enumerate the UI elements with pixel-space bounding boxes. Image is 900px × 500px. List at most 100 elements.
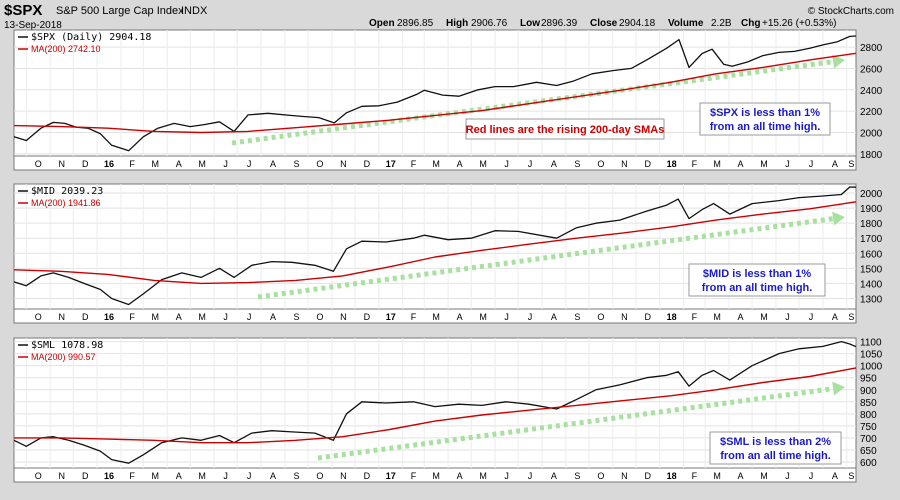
x-tick-label: N	[58, 159, 65, 169]
symbol-name: S&P 500 Large Cap Index	[56, 5, 184, 17]
x-tick-label: D	[364, 312, 371, 322]
x-tick-label: 18	[667, 471, 677, 481]
y-tick-label: 2000	[860, 189, 883, 200]
x-tick-label: A	[457, 159, 463, 169]
y-tick-label: 650	[860, 446, 877, 457]
x-tick-label: F	[411, 312, 417, 322]
y-tick-label: 1050	[860, 350, 883, 361]
x-tick-label: J	[223, 159, 228, 169]
y-tick-label: 2600	[860, 64, 883, 75]
x-tick-label: D	[364, 159, 371, 169]
x-tick-label: S	[293, 471, 299, 481]
x-tick-label: M	[198, 312, 206, 322]
annotation-text-line2: from an all time high.	[702, 282, 813, 294]
x-tick-label: M	[151, 159, 159, 169]
x-tick-label: O	[35, 159, 42, 169]
x-tick-label: D	[364, 471, 371, 481]
x-tick-label: J	[528, 159, 533, 169]
open-label: Open	[369, 18, 395, 29]
x-tick-label: D	[645, 159, 652, 169]
x-tick-label: A	[270, 471, 276, 481]
y-tick-label: 950	[860, 374, 877, 385]
x-tick-label: F	[411, 471, 417, 481]
y-tick-label: 900	[860, 386, 877, 397]
x-tick-label: A	[832, 471, 838, 481]
x-tick-label: J	[809, 159, 814, 169]
annotation-text: $SML is less than 2%	[720, 436, 831, 448]
y-tick-label: 1400	[860, 279, 883, 290]
x-tick-label: J	[528, 471, 533, 481]
trend-arrow-line	[231, 58, 836, 146]
x-tick-label: J	[247, 159, 252, 169]
legend-ma-label: MA(200) 1941.86	[31, 198, 101, 208]
x-tick-label: N	[340, 312, 347, 322]
x-tick-label: A	[738, 159, 744, 169]
x-tick-label: F	[692, 159, 698, 169]
x-tick-label: N	[340, 471, 347, 481]
x-tick-label: N	[58, 312, 65, 322]
annotation-box	[699, 102, 831, 136]
x-tick-label: A	[176, 159, 182, 169]
symbol-exchange: INDX	[181, 5, 208, 17]
x-tick-label: O	[316, 312, 323, 322]
x-tick-label: D	[645, 312, 652, 322]
x-tick-label: M	[432, 312, 440, 322]
x-tick-label: 16	[104, 312, 114, 322]
y-tick-label: 1900	[860, 204, 883, 215]
y-tick-label: 2200	[860, 107, 883, 118]
x-tick-label: D	[82, 312, 89, 322]
x-tick-label: N	[621, 312, 628, 322]
chart-date: 13-Sep-2018	[4, 20, 62, 31]
x-tick-label: J	[247, 312, 252, 322]
x-tick-label: 17	[386, 471, 396, 481]
x-tick-label: J	[223, 471, 228, 481]
x-tick-label: 16	[104, 471, 114, 481]
x-tick-label: J	[504, 312, 509, 322]
x-tick-label: F	[692, 471, 698, 481]
x-tick-label: D	[82, 471, 89, 481]
high-label: High	[446, 18, 468, 29]
x-tick-label: F	[692, 312, 698, 322]
x-tick-label: O	[35, 312, 42, 322]
x-tick-label: A	[270, 159, 276, 169]
x-tick-label: 17	[386, 159, 396, 169]
x-tick-label: M	[151, 312, 159, 322]
x-tick-label: A	[176, 471, 182, 481]
y-tick-label: 800	[860, 410, 877, 421]
chg-value: +15.26 (+0.53%)	[762, 18, 837, 29]
x-axis-band	[13, 155, 857, 171]
x-tick-label: J	[809, 471, 814, 481]
x-tick-label: N	[58, 471, 65, 481]
x-tick-label: J	[504, 471, 509, 481]
x-tick-label: A	[738, 471, 744, 481]
x-tick-label: A	[176, 312, 182, 322]
ma200-line	[13, 52, 857, 134]
x-tick-label: J	[785, 312, 790, 322]
y-tick-label: 1700	[860, 234, 883, 245]
x-tick-label: S	[574, 312, 580, 322]
x-tick-label: J	[223, 312, 228, 322]
open-value: 2896.85	[397, 18, 434, 29]
x-tick-label: A	[270, 312, 276, 322]
volume-label: Volume	[668, 18, 704, 29]
x-tick-label: M	[713, 159, 721, 169]
x-tick-label: S	[848, 159, 854, 169]
trend-arrow-head	[832, 381, 845, 396]
x-tick-label: N	[340, 159, 347, 169]
y-tick-label: 700	[860, 434, 877, 445]
x-tick-label: J	[528, 312, 533, 322]
close-label: Close	[590, 18, 618, 29]
y-tick-label: 600	[860, 458, 877, 469]
legend-price-label: $SPX (Daily) 2904.18	[31, 32, 151, 43]
annotation-box	[709, 431, 842, 465]
price-line	[13, 340, 857, 464]
x-tick-label: 16	[104, 159, 114, 169]
y-tick-label: 1800	[860, 150, 883, 161]
x-tick-label: J	[809, 312, 814, 322]
volume-value: 2.2B	[711, 18, 732, 29]
annotation-text: Red lines are the rising 200-day SMAs	[466, 124, 665, 136]
x-tick-label: N	[621, 159, 628, 169]
